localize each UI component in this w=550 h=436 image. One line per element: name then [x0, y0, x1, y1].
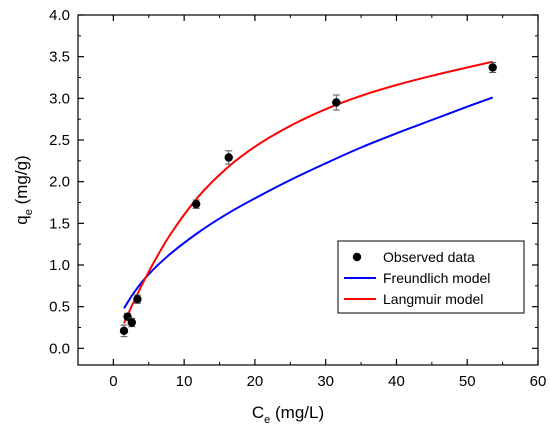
data-point	[119, 326, 129, 336]
x-tick-label: 20	[247, 373, 264, 390]
legend-label: Langmuir model	[383, 291, 483, 307]
y-tick-label: 2.5	[49, 132, 70, 149]
y-axis-title: qe (mg/g)	[12, 155, 35, 224]
legend-label: Observed data	[383, 249, 475, 265]
y-tick-label: 2.0	[49, 174, 70, 191]
x-axis-title-unit: (mg/L)	[270, 403, 324, 422]
freundlich-model-curve	[123, 96, 494, 309]
legend-marker	[352, 252, 362, 262]
y-tick-label: 1.5	[49, 215, 70, 232]
plot-frame	[77, 14, 539, 366]
y-tick-label: 0.0	[49, 340, 70, 357]
x-tick-label: 10	[176, 373, 193, 390]
y-tick-label: 3.5	[49, 49, 70, 66]
data-point	[127, 318, 136, 327]
x-axis-title-sub: e	[264, 414, 270, 426]
y-tick-label: 1.0	[49, 257, 70, 274]
legend: Observed data Freundlich model Langmuir mo…	[337, 240, 525, 314]
data-point	[224, 153, 233, 162]
x-tick-label: 40	[388, 373, 405, 390]
y-axis-title-sub: e	[23, 209, 35, 215]
y-tick-label: 3.0	[49, 90, 70, 107]
x-axis-title: Ce (mg/L)	[252, 403, 324, 426]
axis-ticks: 0 10 20 30 40 50 60 0.0 0.5 1.0 1.5 2.0 2.5 3.0 3.5 4.0	[49, 7, 546, 390]
y-tick-label: 0.5	[49, 299, 70, 316]
y-axis-title-main: q	[12, 215, 31, 224]
y-tick-label: 4.0	[49, 7, 70, 24]
model-curves	[123, 60, 494, 324]
data-point	[488, 63, 497, 72]
x-axis-title-main: C	[252, 403, 264, 422]
langmuir-model-curve	[123, 60, 493, 324]
observed-points	[119, 62, 497, 338]
axis-titles: Ce (mg/L)qe (mg/g)	[12, 155, 324, 426]
data-point	[332, 98, 341, 107]
data-point	[191, 199, 201, 209]
legend-label: Freundlich model	[383, 270, 490, 286]
x-tick-label: 0	[109, 373, 117, 390]
x-tick-label: 30	[317, 373, 334, 390]
y-axis-title-unit: (mg/g)	[12, 155, 31, 209]
x-tick-label: 60	[530, 373, 547, 390]
data-point	[133, 294, 142, 304]
x-tick-label: 50	[459, 373, 476, 390]
